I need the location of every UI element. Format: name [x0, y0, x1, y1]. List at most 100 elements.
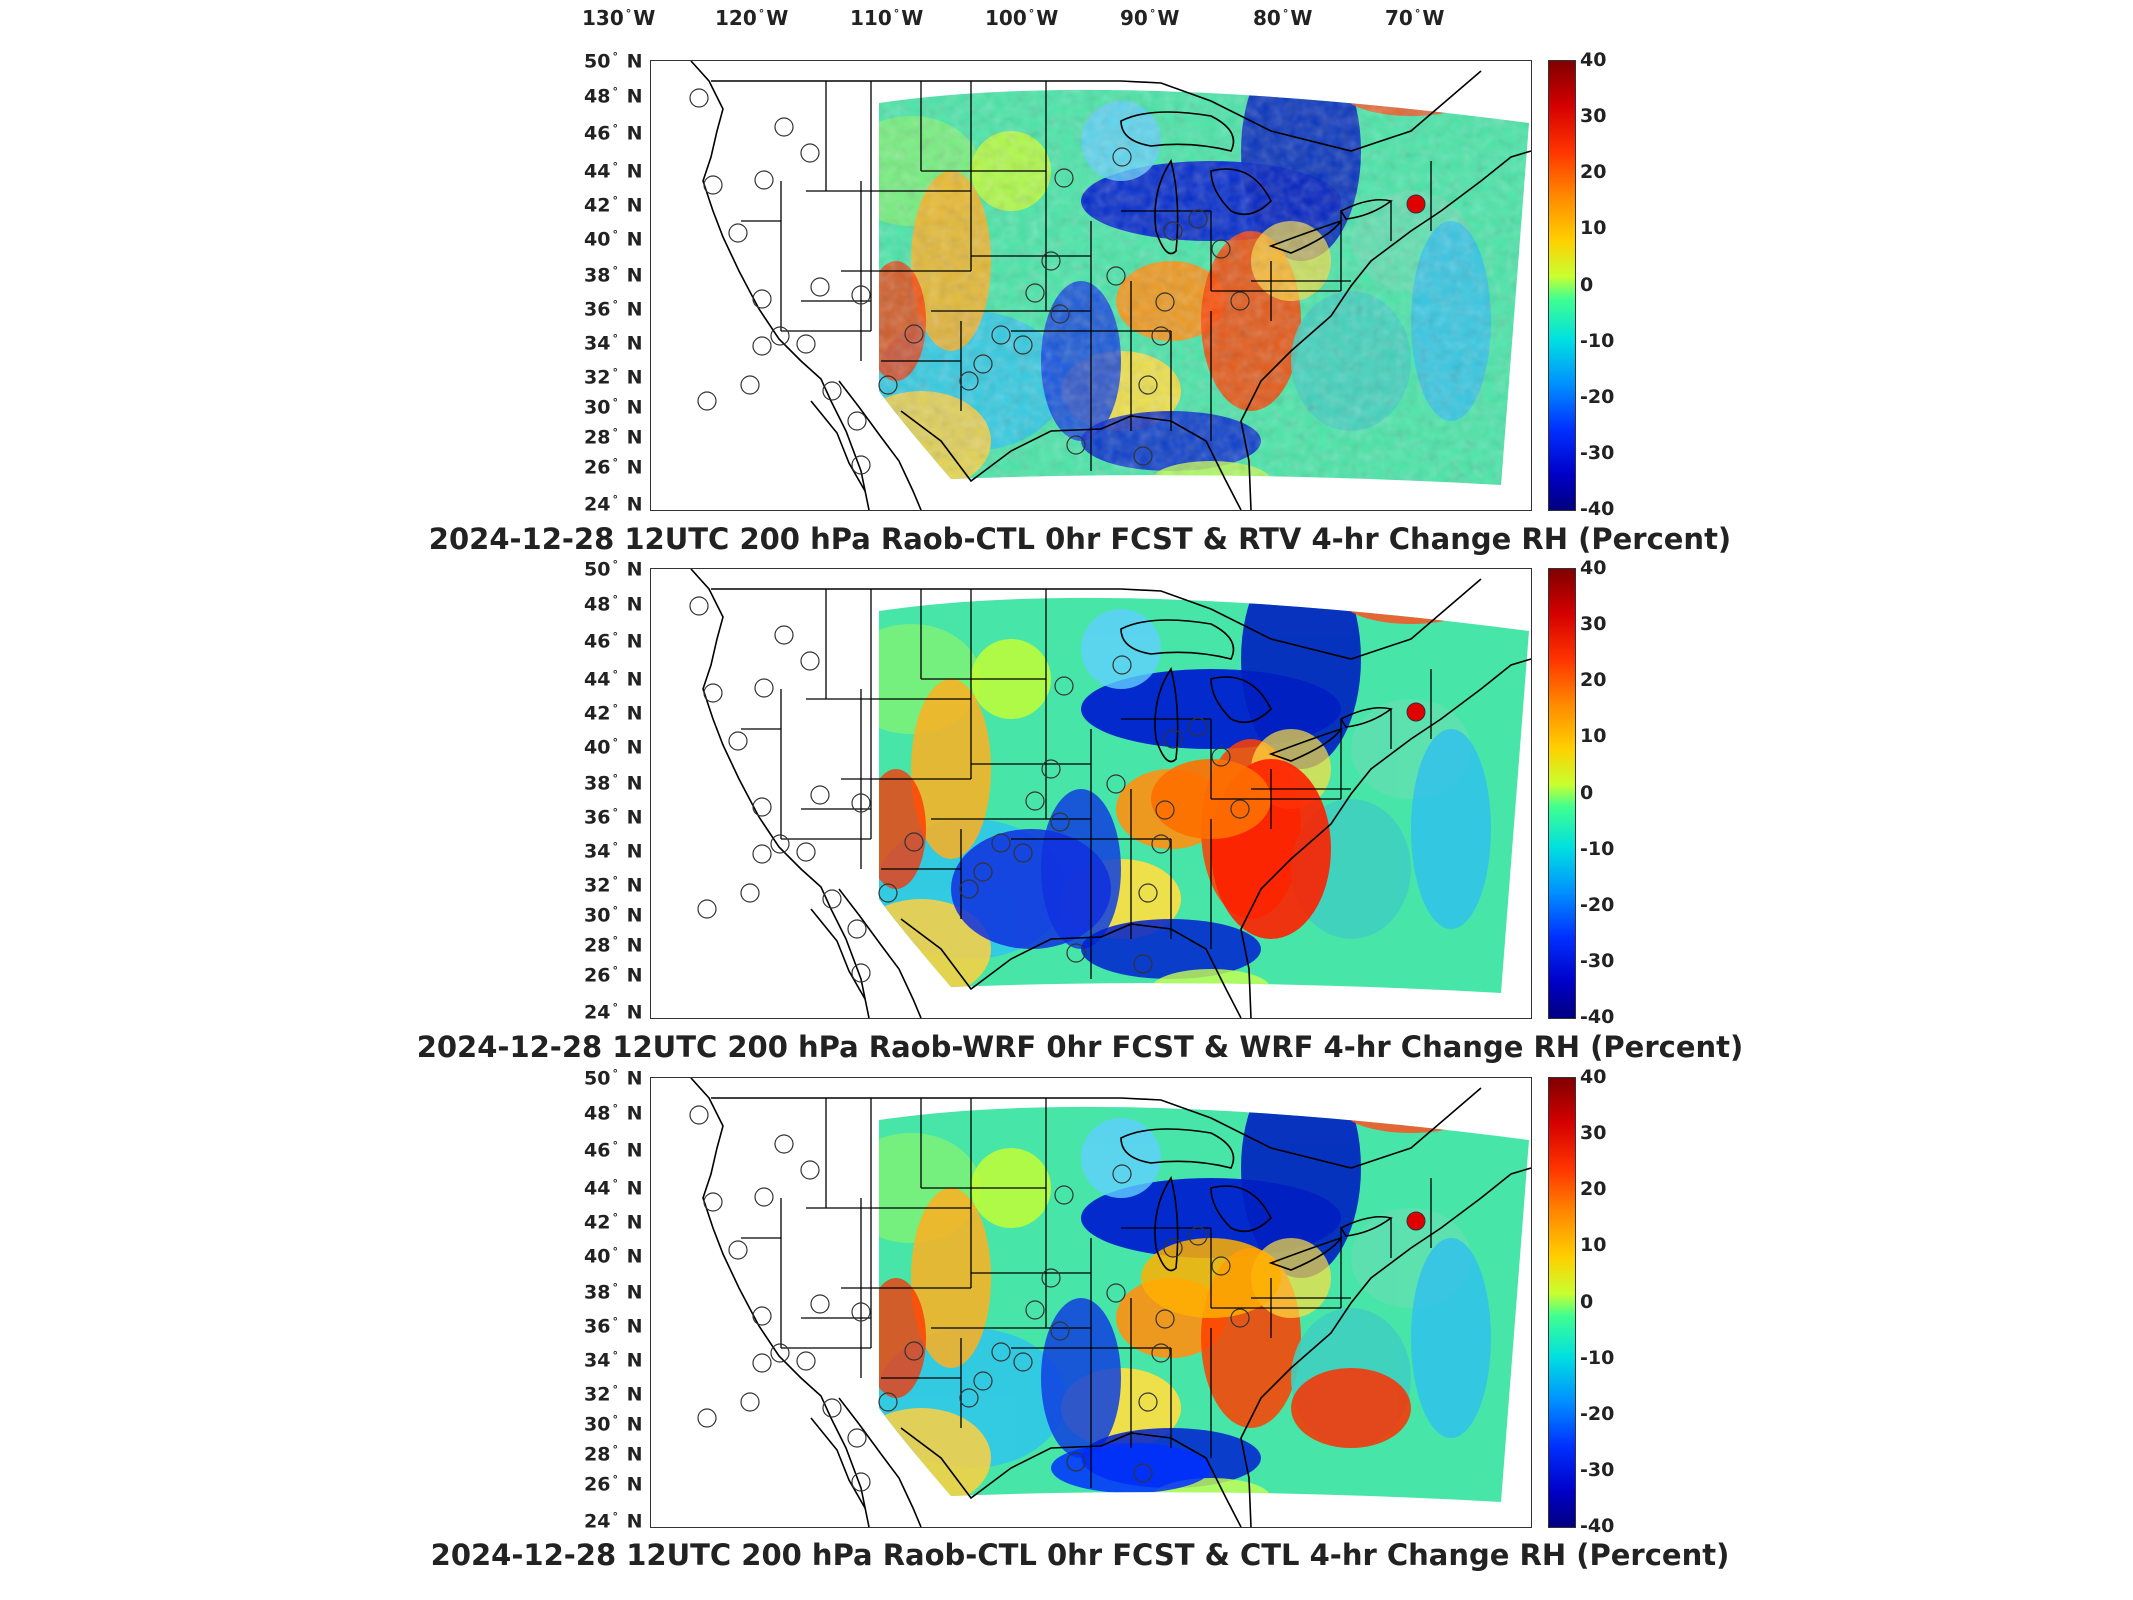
hemisphere-label: N [619, 1349, 643, 1372]
raob-station-marker [800, 143, 820, 163]
raob-station-marker [1050, 304, 1070, 324]
latitude-label: 26 ° N [584, 456, 642, 478]
raob-station-marker [1106, 266, 1126, 286]
degree-symbol: ° [612, 332, 618, 345]
raob-station-marker [1151, 1343, 1171, 1363]
latitude-value: 26 [584, 964, 611, 987]
colorbar [1548, 60, 1576, 511]
latitude-value: 44 [584, 160, 611, 183]
hemisphere-label: N [619, 456, 643, 479]
raob-station-marker [796, 1351, 816, 1371]
hemisphere-label: N [619, 1281, 643, 1304]
colorbar-tick-label: 10 [1580, 725, 1607, 748]
colorbar-tick-label: 0 [1580, 781, 1594, 804]
colorbar-tick-label: 0 [1580, 273, 1594, 296]
latitude-value: 40 [584, 228, 611, 251]
longitude-value: 80 [1253, 6, 1281, 30]
degree-symbol: ° [612, 160, 618, 173]
colorbar-tick-label: -20 [1580, 1402, 1615, 1425]
raob-station-marker [1013, 843, 1033, 863]
hemisphere-label: N [619, 840, 643, 863]
hemisphere-label: N [619, 1383, 643, 1406]
colorbar-tick-label: 20 [1580, 161, 1607, 184]
degree-symbol: ° [612, 194, 618, 207]
longitude-label: 70 ° W [1385, 6, 1444, 30]
raob-station-marker [973, 862, 993, 882]
latitude-label: 42 ° N [584, 194, 642, 216]
longitude-label: 110 ° W [850, 6, 923, 30]
degree-symbol: ° [612, 122, 618, 135]
raob-station-marker [752, 844, 772, 864]
latitude-label: 32 ° N [584, 874, 642, 896]
raob-station-marker [1025, 791, 1045, 811]
latitude-value: 50 [584, 1067, 611, 1090]
map-frame [650, 60, 1532, 511]
degree-symbol: ° [612, 964, 618, 977]
degree-symbol: ° [893, 7, 900, 21]
colorbar [1548, 568, 1576, 1019]
hemisphere-label: N [619, 85, 643, 108]
hemisphere-label: W [633, 6, 656, 30]
raob-station-marker [1112, 1164, 1132, 1184]
hemisphere-label: N [619, 50, 643, 73]
raob-station-marker [754, 170, 774, 190]
colorbar-tick-label: 30 [1580, 613, 1607, 636]
raob-station-marker [1112, 655, 1132, 675]
raob-station-marker [1230, 1308, 1250, 1328]
rh-change-map [689, 569, 1531, 1018]
colorbar-tick-label: 0 [1580, 1290, 1594, 1313]
raob-station-marker [1230, 291, 1250, 311]
latitude-value: 36 [584, 298, 611, 321]
hemisphere-label: W [1290, 6, 1313, 30]
longitude-label: 90 ° W [1120, 6, 1179, 30]
latitude-value: 32 [584, 1383, 611, 1406]
raob-station-marker [774, 625, 794, 645]
hemisphere-label: N [619, 772, 643, 795]
raob-station-marker [991, 833, 1011, 853]
latitude-label: 28 ° N [584, 934, 642, 956]
raob-station-marker [1041, 251, 1061, 271]
raob-station-marker [1054, 676, 1074, 696]
raob-station-marker [1013, 335, 1033, 355]
raob-station-marker [847, 1428, 867, 1448]
hemisphere-label: N [619, 366, 643, 389]
degree-symbol: ° [612, 1001, 618, 1014]
degree-symbol: ° [612, 806, 618, 819]
degree-symbol: ° [612, 702, 618, 715]
raob-station-marker [822, 1398, 842, 1418]
raob-station-marker [770, 834, 790, 854]
latitude-label: 50 ° N [584, 558, 642, 580]
degree-symbol: ° [612, 264, 618, 277]
latitude-value: 34 [584, 1349, 611, 1372]
map-frame [650, 1077, 1532, 1528]
degree-symbol: ° [612, 1413, 618, 1426]
hemisphere-label: N [619, 426, 643, 449]
raob-station-marker [959, 1388, 979, 1408]
degree-symbol: ° [612, 934, 618, 947]
hemisphere-label: N [619, 874, 643, 897]
raob-station-marker [1066, 1452, 1086, 1472]
latitude-value: 24 [584, 493, 611, 516]
raob-station-marker [697, 1408, 717, 1428]
raob-station-marker [1041, 759, 1061, 779]
raob-station-marker [851, 285, 871, 305]
degree-symbol: ° [612, 50, 618, 63]
degree-symbol: ° [612, 874, 618, 887]
raob-station-marker [878, 883, 898, 903]
degree-symbol: ° [612, 228, 618, 241]
latitude-value: 40 [584, 736, 611, 759]
raob-station-marker [796, 842, 816, 862]
latitude-label: 24 ° N [584, 493, 642, 515]
raob-station-marker [847, 411, 867, 431]
raob-station-marker [770, 1343, 790, 1363]
latitude-label: 26 ° N [584, 1473, 642, 1495]
latitude-value: 28 [584, 426, 611, 449]
longitude-value: 120 [715, 6, 757, 30]
raob-station-marker [1138, 1392, 1158, 1412]
degree-symbol: ° [612, 1245, 618, 1258]
hemisphere-label: N [619, 493, 643, 516]
latitude-value: 48 [584, 593, 611, 616]
raob-station-marker [904, 324, 924, 344]
raob-station-marker [822, 381, 842, 401]
raob-station-marker [973, 1371, 993, 1391]
